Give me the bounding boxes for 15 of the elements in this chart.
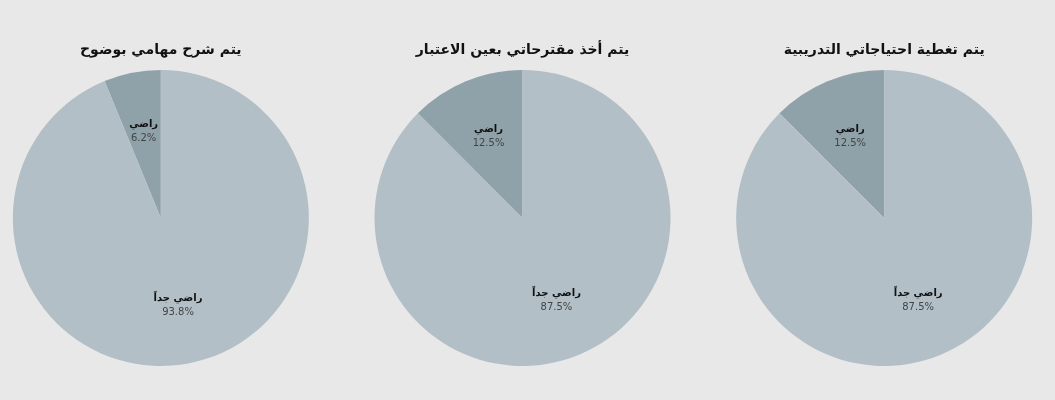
slice-label: راضي جداً: [153, 289, 203, 305]
chart-title: يتم أخذ مقترحاتي بعين الاعتبار: [414, 40, 630, 58]
slice-label: راضي جداً: [893, 284, 943, 300]
chart-title: يتم شرح مهامي بوضوح: [80, 41, 242, 58]
slice-label: راضي جداً: [532, 284, 582, 300]
data-label: 12.5%: [472, 136, 505, 148]
data-label: 87.5%: [540, 301, 573, 313]
slice-label: راضي: [835, 122, 865, 135]
data-label: 93.8%: [162, 306, 194, 318]
chart-title: يتم تغطية احتياجاتي التدريبية: [783, 41, 985, 58]
data-label: 6.2%: [130, 131, 157, 143]
data-label: 12.5%: [834, 136, 867, 148]
slice-label: راضي: [474, 122, 504, 135]
data-label: 87.5%: [902, 301, 935, 313]
slice-label: راضي: [129, 117, 159, 130]
